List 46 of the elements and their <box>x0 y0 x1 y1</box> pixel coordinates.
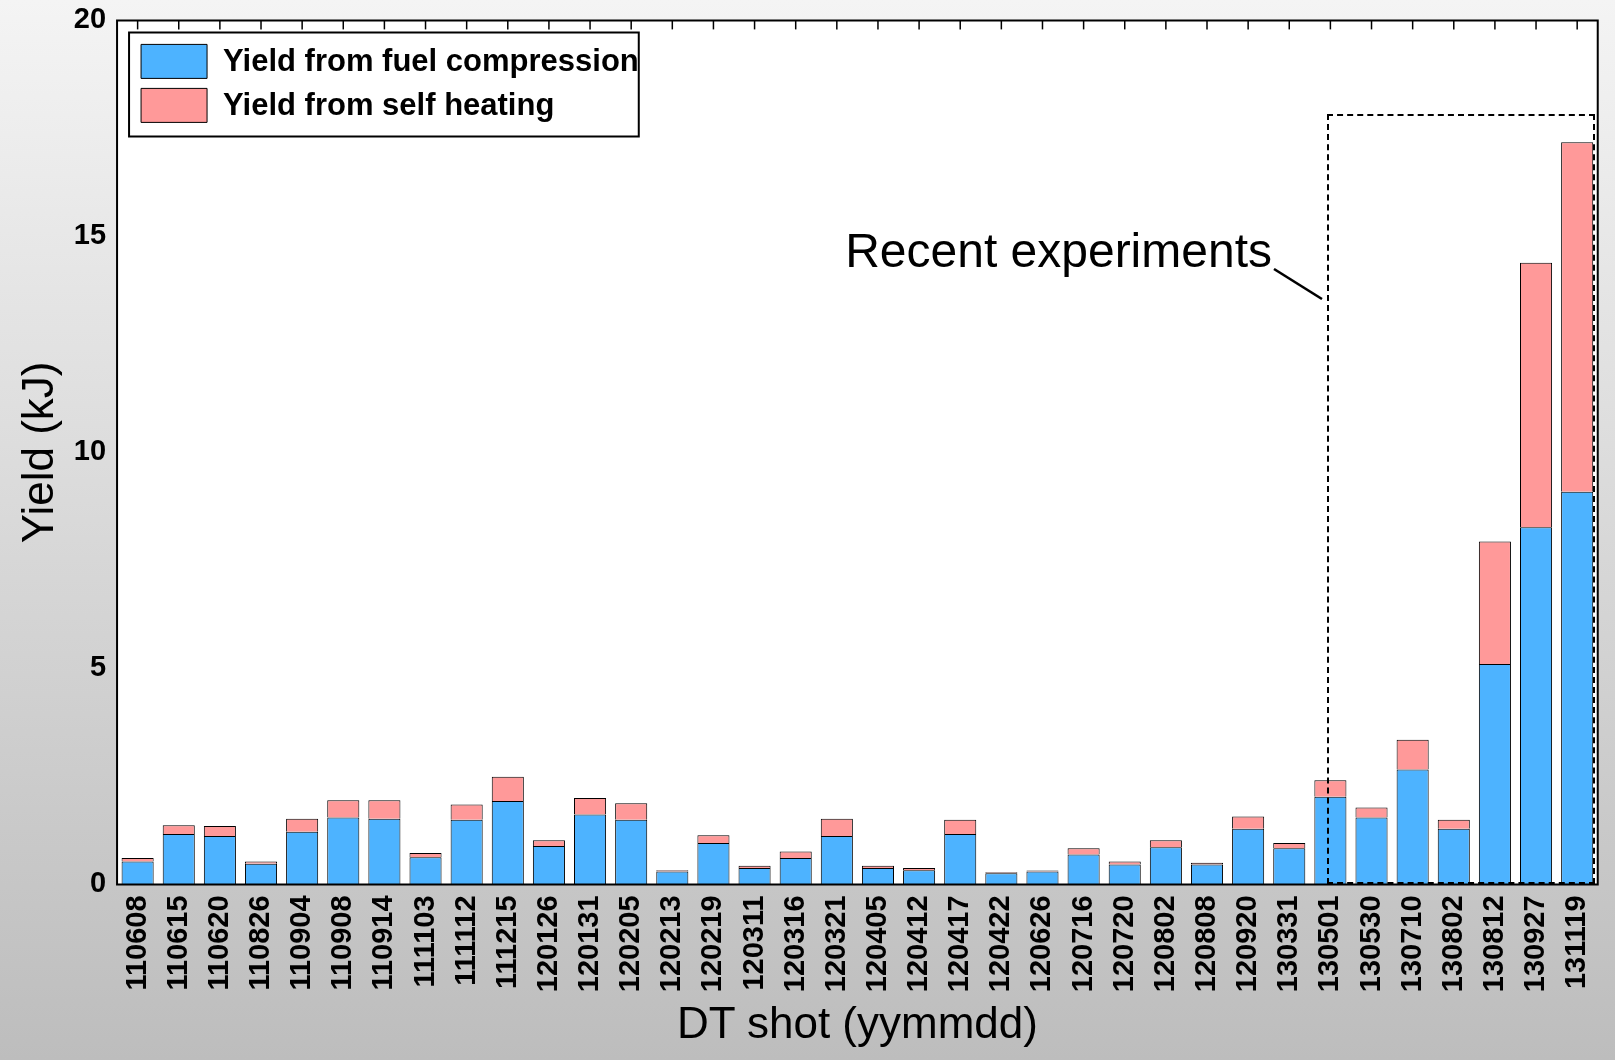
x-tick-label: 111103 <box>407 895 440 988</box>
y-tick-label: 15 <box>73 218 107 251</box>
x-tick-label: 120205 <box>613 895 646 993</box>
x-tick-label: 120920 <box>1230 895 1263 993</box>
legend-label: Yield from fuel compression <box>223 42 639 78</box>
x-tick-label: 120626 <box>1024 895 1057 993</box>
x-tick-label: 120321 <box>818 895 851 993</box>
y-tick-label: 0 <box>89 866 107 899</box>
y-tick-label: 10 <box>73 434 107 467</box>
y-axis-title: Yield (kJ) <box>12 361 62 544</box>
x-tick-label: 110908 <box>325 895 358 991</box>
x-tick-label: 130812 <box>1476 895 1509 993</box>
y-tick-label: 20 <box>73 2 107 35</box>
x-tick-label: 110608 <box>119 895 152 991</box>
x-tick-label: 110826 <box>243 895 276 991</box>
x-tick-label: 130501 <box>1312 895 1345 993</box>
x-tick-label: 131119 <box>1559 895 1592 990</box>
x-tick-label: 130802 <box>1435 895 1468 993</box>
x-tick-label: 130710 <box>1394 895 1427 993</box>
x-tick-label: 130331 <box>1271 895 1304 993</box>
x-tick-label: 120219 <box>695 895 728 993</box>
x-tick-label: 120405 <box>859 895 892 993</box>
x-tick-label: 120311 <box>736 895 769 991</box>
annotation: Recent experiments <box>845 223 1272 277</box>
y-tick-label: 5 <box>89 650 107 683</box>
x-axis-title: DT shot (yymmdd) <box>676 997 1038 1047</box>
x-tick-label: 111112 <box>448 895 481 986</box>
x-tick-label: 110914 <box>366 895 399 991</box>
x-tick-label: 120316 <box>777 895 810 993</box>
x-tick-label: 110615 <box>160 895 193 991</box>
x-tick-label: 120808 <box>1189 895 1221 993</box>
x-tick-label: 110620 <box>201 895 234 991</box>
x-tick-label: 130927 <box>1518 895 1551 993</box>
x-tick-label: 120422 <box>983 895 1016 993</box>
x-tick-label: 111215 <box>489 895 522 990</box>
x-tick-label: 120716 <box>1065 895 1098 993</box>
x-tick-label: 120720 <box>1106 895 1139 993</box>
x-tick-label: 120131 <box>572 895 605 993</box>
x-tick-label: 130530 <box>1353 895 1386 993</box>
x-tick-label: 120417 <box>942 895 975 993</box>
x-tick-label: 120412 <box>901 895 934 993</box>
x-tick-label: 120126 <box>530 895 563 993</box>
x-tick-label: 120802 <box>1147 895 1180 993</box>
x-tick-label: 120213 <box>654 895 687 993</box>
legend-label: Yield from self heating <box>223 86 555 122</box>
x-tick-label: 110904 <box>284 895 317 991</box>
